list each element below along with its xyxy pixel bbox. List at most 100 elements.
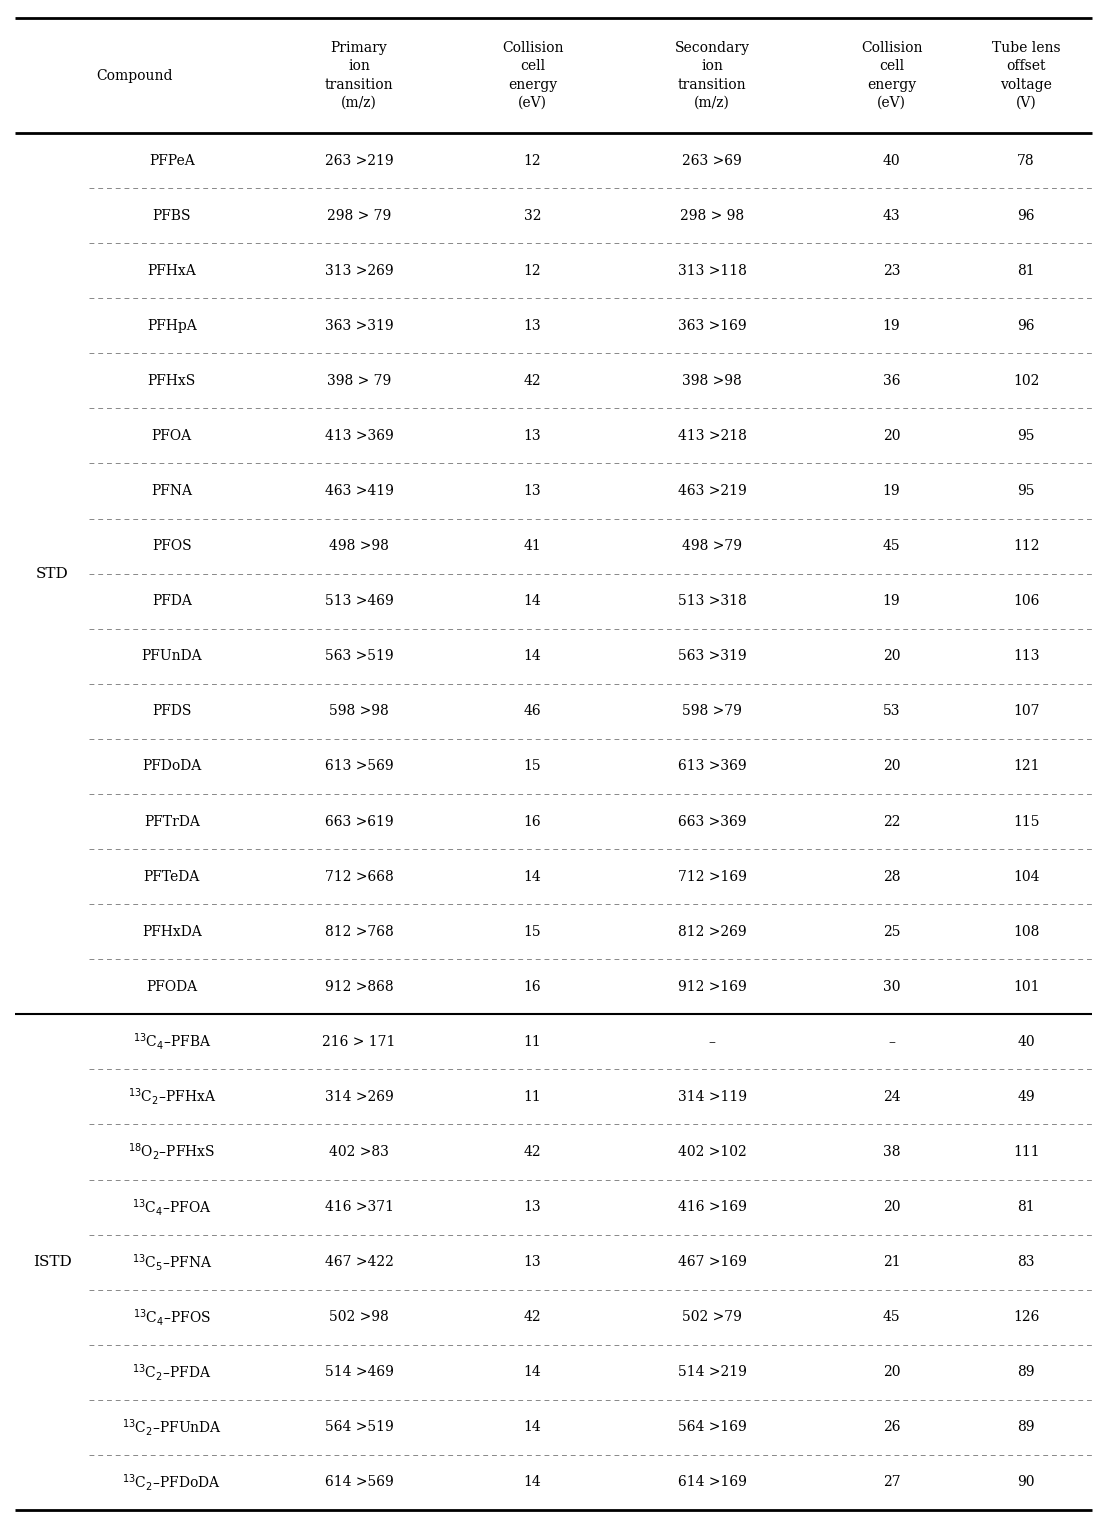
Text: $^{13}$C$_2$–PFDA: $^{13}$C$_2$–PFDA	[132, 1361, 211, 1383]
Text: 514 >469: 514 >469	[324, 1366, 393, 1380]
Text: 363 >169: 363 >169	[677, 319, 746, 333]
Text: 563 >319: 563 >319	[677, 649, 746, 663]
Text: STD: STD	[35, 567, 69, 581]
Text: $^{13}$C$_4$–PFOA: $^{13}$C$_4$–PFOA	[132, 1196, 211, 1218]
Text: 20: 20	[882, 1366, 900, 1380]
Text: 32: 32	[524, 209, 541, 223]
Text: 38: 38	[882, 1144, 900, 1158]
Text: PFOS: PFOS	[152, 539, 192, 553]
Text: 111: 111	[1013, 1144, 1039, 1158]
Text: 14: 14	[524, 649, 541, 663]
Text: 96: 96	[1017, 209, 1035, 223]
Text: 12: 12	[524, 264, 541, 278]
Text: 21: 21	[882, 1254, 900, 1270]
Text: 104: 104	[1013, 869, 1039, 883]
Text: 912 >169: 912 >169	[677, 979, 746, 993]
Text: 40: 40	[882, 153, 900, 168]
Text: 30: 30	[882, 979, 900, 993]
Text: 812 >768: 812 >768	[324, 924, 393, 938]
Text: 45: 45	[882, 539, 900, 553]
Text: 95: 95	[1017, 429, 1035, 443]
Text: –: –	[708, 1034, 715, 1048]
Text: PFDA: PFDA	[152, 594, 192, 608]
Text: 614 >569: 614 >569	[324, 1476, 393, 1490]
Text: 36: 36	[882, 374, 900, 388]
Text: 43: 43	[882, 209, 900, 223]
Text: 263 >219: 263 >219	[324, 153, 393, 168]
Text: $^{13}$C$_4$–PFBA: $^{13}$C$_4$–PFBA	[133, 1031, 211, 1053]
Text: 78: 78	[1017, 153, 1035, 168]
Text: 11: 11	[524, 1089, 541, 1103]
Text: 106: 106	[1013, 594, 1039, 608]
Text: PFNA: PFNA	[152, 484, 193, 498]
Text: 19: 19	[882, 319, 900, 333]
Text: $^{13}$C$_2$–PFUnDA: $^{13}$C$_2$–PFUnDA	[122, 1416, 221, 1438]
Text: 46: 46	[524, 704, 541, 718]
Text: 313 >269: 313 >269	[324, 264, 393, 278]
Text: 115: 115	[1013, 814, 1039, 828]
Text: 14: 14	[524, 1421, 541, 1435]
Text: 89: 89	[1017, 1421, 1035, 1435]
Text: 15: 15	[524, 924, 541, 938]
Text: 28: 28	[882, 869, 900, 883]
Text: 598 >98: 598 >98	[329, 704, 389, 718]
Text: 563 >519: 563 >519	[324, 649, 393, 663]
Text: 467 >169: 467 >169	[677, 1254, 746, 1270]
Text: 14: 14	[524, 869, 541, 883]
Text: 20: 20	[882, 759, 900, 773]
Text: Tube lens
offset
voltage
(V): Tube lens offset voltage (V)	[992, 41, 1061, 110]
Text: 416 >371: 416 >371	[324, 1199, 394, 1215]
Text: –: –	[888, 1034, 896, 1048]
Text: 20: 20	[882, 649, 900, 663]
Text: 83: 83	[1017, 1254, 1035, 1270]
Text: 42: 42	[524, 1309, 541, 1325]
Text: $^{18}$O$_2$–PFHxS: $^{18}$O$_2$–PFHxS	[128, 1141, 216, 1163]
Text: 12: 12	[524, 153, 541, 168]
Text: 912 >868: 912 >868	[324, 979, 393, 993]
Text: 20: 20	[882, 429, 900, 443]
Text: 13: 13	[524, 1254, 541, 1270]
Text: 113: 113	[1013, 649, 1039, 663]
Text: 49: 49	[1017, 1089, 1035, 1103]
Text: 298 > 79: 298 > 79	[327, 209, 391, 223]
Text: 42: 42	[524, 1144, 541, 1158]
Text: 314 >269: 314 >269	[324, 1089, 393, 1103]
Text: 513 >318: 513 >318	[677, 594, 746, 608]
Text: 463 >219: 463 >219	[677, 484, 746, 498]
Text: 613 >369: 613 >369	[677, 759, 746, 773]
Text: 102: 102	[1013, 374, 1039, 388]
Text: 40: 40	[1017, 1034, 1035, 1048]
Text: 42: 42	[524, 374, 541, 388]
Text: 11: 11	[524, 1034, 541, 1048]
Text: ISTD: ISTD	[33, 1254, 72, 1270]
Text: 402 >102: 402 >102	[677, 1144, 746, 1158]
Text: 27: 27	[882, 1476, 900, 1490]
Text: 26: 26	[882, 1421, 900, 1435]
Text: 16: 16	[524, 814, 541, 828]
Text: 14: 14	[524, 594, 541, 608]
Text: Primary
ion
transition
(m/z): Primary ion transition (m/z)	[324, 41, 393, 110]
Text: 22: 22	[882, 814, 900, 828]
Text: 402 >83: 402 >83	[329, 1144, 389, 1158]
Text: Secondary
ion
transition
(m/z): Secondary ion transition (m/z)	[674, 41, 749, 110]
Text: 14: 14	[524, 1476, 541, 1490]
Text: 314 >119: 314 >119	[677, 1089, 746, 1103]
Text: 90: 90	[1017, 1476, 1035, 1490]
Text: 363 >319: 363 >319	[324, 319, 393, 333]
Text: PFTeDA: PFTeDA	[144, 869, 200, 883]
Text: PFDS: PFDS	[152, 704, 192, 718]
Text: PFOA: PFOA	[152, 429, 192, 443]
Text: PFTrDA: PFTrDA	[144, 814, 199, 828]
Text: 101: 101	[1013, 979, 1039, 993]
Text: 712 >169: 712 >169	[677, 869, 746, 883]
Text: 416 >169: 416 >169	[677, 1199, 746, 1215]
Text: 13: 13	[524, 484, 541, 498]
Text: Collision
cell
energy
(eV): Collision cell energy (eV)	[861, 41, 922, 110]
Text: 96: 96	[1017, 319, 1035, 333]
Text: 95: 95	[1017, 484, 1035, 498]
Text: 53: 53	[882, 704, 900, 718]
Text: 41: 41	[524, 539, 541, 553]
Text: 13: 13	[524, 319, 541, 333]
Text: Collision
cell
energy
(eV): Collision cell energy (eV)	[501, 41, 563, 110]
Text: 263 >69: 263 >69	[682, 153, 742, 168]
